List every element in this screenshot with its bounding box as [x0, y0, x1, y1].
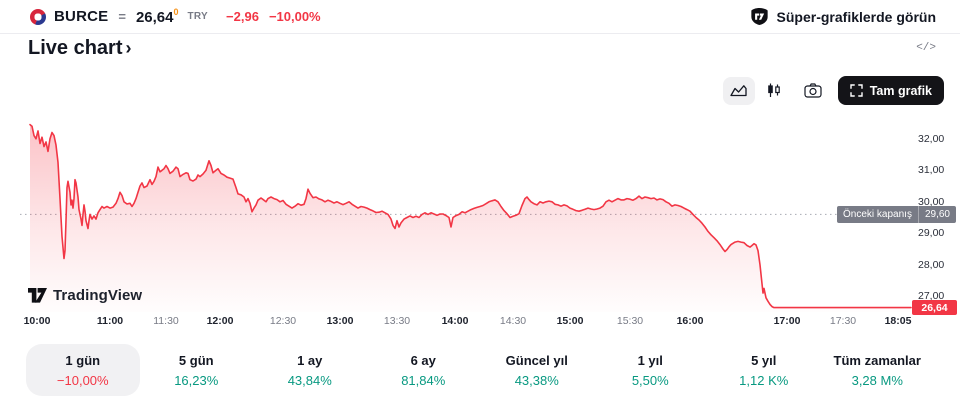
tradingview-attribution-icon: [28, 288, 47, 303]
price-chart-plot[interactable]: [20, 112, 912, 312]
range-button[interactable]: 6 ay 81,84%: [367, 344, 481, 396]
price-line: [29, 123, 912, 309]
embed-code-icon[interactable]: </>: [916, 42, 936, 54]
candlestick-style-button[interactable]: [758, 77, 790, 105]
x-axis-label: 14:00: [441, 315, 469, 327]
ticker-summary: BURCE = 26,640 TRY −2,96 −10,00%: [30, 6, 750, 26]
x-axis-label: 17:30: [829, 315, 857, 327]
attribution-text: TradingView: [53, 287, 143, 304]
x-axis-label: 16:00: [676, 315, 704, 327]
change-absolute: −2,96: [226, 9, 259, 24]
area-chart-style-button[interactable]: [722, 76, 755, 105]
range-label: 5 gün: [178, 352, 214, 368]
range-button[interactable]: Güncel yıl 43,38%: [480, 344, 594, 396]
price-change: −2,96 −10,00%: [226, 9, 321, 24]
range-change-value: 3,28 M%: [851, 372, 903, 388]
range-selector: 1 gün −10,00% 5 gün 16,23% 1 ay 43,84% 6…: [26, 344, 934, 396]
price-flag-superscript: 0: [173, 6, 179, 17]
symbol-name: BURCE: [54, 8, 109, 25]
fullscreen-button-label: Tam grafik: [869, 83, 932, 98]
x-axis-label: 17:00: [773, 315, 801, 327]
y-axis-label: 27,00: [918, 290, 945, 303]
x-axis-label: 13:00: [326, 315, 354, 327]
market-status-icon: =: [118, 9, 126, 24]
range-label: 6 ay: [410, 352, 436, 368]
previous-close-badge: Önceki kapanış 29,60: [837, 205, 956, 223]
x-axis-label: 15:30: [616, 315, 644, 327]
x-axis-label: 14:30: [499, 315, 527, 327]
chart-toolbar: Tam grafik: [722, 76, 944, 105]
price-area-chart: [20, 123, 912, 312]
ticker-header: BURCE = 26,640 TRY −2,96 −10,00% Süper-g…: [0, 0, 960, 34]
currency-label: TRY: [187, 11, 209, 22]
y-axis-label: 32,00: [918, 132, 945, 145]
x-axis-label: 10:00: [23, 315, 51, 327]
y-axis[interactable]: 32,00 31,00 30,00 29,00 28,00 27,00: [918, 0, 960, 340]
range-change-value: −10,00%: [56, 372, 109, 388]
range-button[interactable]: 1 yıl 5,50%: [594, 344, 708, 396]
last-price-value: 26,64: [135, 8, 174, 26]
range-button[interactable]: 1 ay 43,84%: [253, 344, 367, 396]
range-label: Güncel yıl: [505, 352, 568, 368]
superchart-link[interactable]: Süper-grafiklerde görün: [750, 7, 936, 26]
previous-close-value: 29,60: [917, 205, 956, 223]
y-axis-label: 30,00: [918, 195, 945, 208]
range-change-value: 81,84%: [401, 372, 446, 388]
range-label: Tüm zamanlar: [833, 352, 921, 368]
x-axis-label: 12:30: [269, 315, 297, 327]
range-change-value: 1,12 K%: [739, 372, 789, 388]
range-button[interactable]: 1 gün −10,00%: [26, 344, 140, 396]
fullscreen-icon: [850, 84, 863, 97]
x-axis[interactable]: 10:00 11:00 11:30 12:00 12:30 13:00 13:30 14:00…: [0, 315, 960, 331]
candlestick-chart-icon: [767, 83, 780, 97]
tradingview-attribution[interactable]: TradingView: [28, 287, 142, 304]
range-label: 1 ay: [297, 352, 323, 368]
last-price: 26,640: [135, 6, 179, 26]
range-button[interactable]: 5 yıl 1,12 K%: [707, 344, 821, 396]
y-axis-label: 29,00: [918, 227, 945, 240]
range-button[interactable]: Tüm zamanlar 3,28 M%: [821, 344, 935, 396]
x-axis-label: 13:30: [383, 315, 411, 327]
area-chart-icon: [730, 85, 747, 97]
range-button[interactable]: 5 gün 16,23%: [140, 344, 254, 396]
x-axis-label: 15:00: [556, 315, 584, 327]
x-axis-label: 11:00: [96, 315, 124, 327]
previous-close-label: Önceki kapanış: [837, 205, 918, 223]
screenshot-button[interactable]: [797, 77, 829, 105]
price-area-fill: [30, 124, 911, 312]
superchart-link-label: Süper-grafiklerde görün: [776, 8, 936, 25]
last-price-badge: 26,64: [912, 300, 957, 316]
y-axis-label: 31,00: [918, 164, 945, 177]
change-percent: −10,00%: [268, 9, 321, 24]
range-change-value: 16,23%: [174, 372, 219, 388]
page-title: Live chart: [28, 37, 123, 59]
range-label: 1 gün: [65, 352, 101, 368]
x-axis-label: 12:00: [206, 315, 234, 327]
fullscreen-button[interactable]: Tam grafik: [837, 76, 944, 105]
y-axis-label: 28,00: [918, 258, 945, 271]
section-title-link[interactable]: Live chart ›: [28, 37, 131, 60]
x-axis-label: 18:05: [884, 315, 912, 327]
range-change-value: 43,84%: [287, 372, 332, 388]
range-label: 1 yıl: [637, 352, 663, 368]
symbol-logo-icon: [30, 8, 46, 25]
range-change-value: 43,38%: [514, 372, 559, 388]
range-label: 5 yıl: [751, 352, 777, 368]
camera-icon: [804, 83, 822, 98]
x-axis-label: 11:30: [153, 315, 179, 327]
range-change-value: 5,50%: [631, 372, 669, 388]
chevron-right-icon: ›: [125, 38, 132, 58]
tradingview-logo-icon: [750, 8, 768, 25]
